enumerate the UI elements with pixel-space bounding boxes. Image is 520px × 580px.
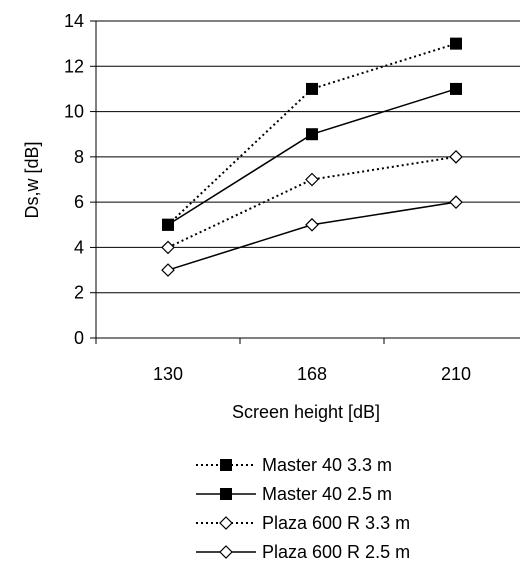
data-point — [449, 150, 463, 164]
data-point — [305, 217, 319, 232]
data-point — [306, 82, 318, 95]
legend-marker — [220, 488, 232, 500]
x-axis-title: Screen height [dB] — [232, 402, 380, 422]
legend-label: Master 40 3.3 m — [262, 455, 392, 475]
axes — [90, 20, 520, 344]
x-tick-label: 130 — [153, 364, 183, 384]
series-markers — [161, 37, 463, 277]
legend-marker — [219, 516, 233, 530]
y-tick-label: 4 — [74, 237, 84, 257]
series-line — [167, 201, 457, 271]
legend-marker — [219, 545, 233, 559]
legend-item: Plaza 600 R 2.5 m — [196, 542, 410, 562]
legend-item: Master 40 3.3 m — [196, 455, 392, 475]
x-tick-label: 210 — [441, 364, 471, 384]
legend-label: Plaza 600 R 2.5 m — [262, 542, 410, 562]
x-tick-label: 168 — [297, 364, 327, 384]
data-point — [305, 172, 319, 187]
legend: Master 40 3.3 m Master 40 2.5 m Plaza 600 … — [196, 455, 410, 562]
data-point — [161, 240, 175, 255]
y-tick-label: 2 — [74, 283, 84, 303]
series-line — [167, 155, 457, 249]
legend-marker — [220, 459, 232, 471]
legend-item: Plaza 600 R 3.3 m — [196, 513, 410, 533]
data-point — [450, 82, 462, 95]
legend-label: Master 40 2.5 m — [262, 484, 392, 504]
legend-label: Plaza 600 R 3.3 m — [262, 513, 410, 533]
legend-item: Master 40 2.5 m — [196, 484, 392, 504]
data-point — [162, 218, 174, 231]
data-point — [306, 128, 318, 141]
y-tick-label: 8 — [74, 147, 84, 167]
y-tick-label: 6 — [74, 192, 84, 212]
y-tick-label: 10 — [64, 102, 84, 122]
data-point — [449, 195, 463, 209]
y-axis-title: Ds,w [dB] — [22, 141, 42, 218]
series-line — [167, 42, 457, 226]
y-tick-label: 14 — [64, 11, 84, 31]
data-point — [450, 37, 462, 50]
data-point — [161, 263, 175, 277]
y-tick-label: 12 — [64, 56, 84, 76]
tick-labels: 0 2 4 6 8 10 12 14 130 168 210 — [64, 11, 471, 384]
y-tick-label: 0 — [74, 328, 84, 348]
